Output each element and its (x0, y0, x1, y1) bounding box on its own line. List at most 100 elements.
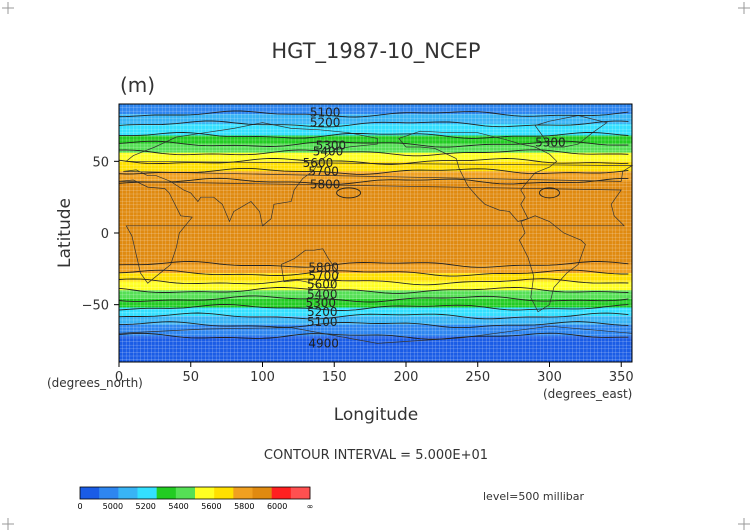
value-band (119, 264, 632, 274)
contour-label: 5200 (307, 305, 338, 319)
contour-line (118, 149, 629, 157)
x-tick-label: 150 (322, 370, 347, 385)
contour-line (118, 110, 629, 118)
colorbar-swatch (195, 487, 215, 499)
colorbar-swatch (233, 487, 253, 499)
colorbar: 0 5000 5200 5400 5600 5800 6000 ∞ (77, 486, 314, 511)
coastline (518, 215, 586, 313)
contour-line (118, 304, 629, 311)
contour-line (118, 287, 629, 294)
contour-label: 4900 (308, 336, 339, 350)
plot-area (118, 103, 632, 362)
contour-line (118, 332, 629, 340)
y-ticks: 50 0 −50 (82, 155, 119, 314)
coastline (118, 179, 625, 284)
contour-label: 5600 (307, 278, 338, 292)
value-band (119, 273, 632, 282)
contour-labels: 5100520053005400560057005800530058005700… (303, 106, 566, 351)
colorbar-swatch (252, 487, 272, 499)
colorbar-label: 5000 (103, 502, 123, 511)
contour-line (118, 261, 629, 268)
value-band (119, 298, 632, 308)
coastline (123, 122, 634, 227)
x-unit-note: (degrees_east) (543, 387, 632, 401)
colorbar-label: 5800 (234, 502, 254, 511)
x-tick-label: 300 (537, 370, 562, 385)
contour-label: 5700 (308, 269, 339, 283)
x-tick-label: 0 (115, 370, 123, 385)
colorbar-swatch (214, 487, 234, 499)
value-band (119, 124, 632, 136)
x-tick-label: 50 (182, 370, 199, 385)
value-band (119, 135, 632, 145)
contour-label: 5200 (310, 116, 341, 130)
coastline (280, 248, 339, 288)
coastline (398, 130, 558, 222)
colorbar-label: 5400 (168, 502, 188, 511)
colorbar-label: 6000 (267, 502, 287, 511)
value-band (119, 316, 632, 325)
value-band (119, 104, 632, 115)
colorbar-swatch (118, 487, 138, 499)
contour-label: 5300 (316, 139, 347, 153)
contour-lines (118, 110, 629, 340)
colorbar-frame (79, 486, 311, 500)
contour-label: 5100 (307, 315, 338, 329)
colorbar-swatch (175, 487, 196, 499)
contour-label: 5100 (310, 106, 341, 120)
contour-label: 5300 (306, 296, 337, 310)
y-unit-note: (degrees_north) (47, 376, 143, 390)
contour-line (118, 157, 629, 165)
contour-line (118, 120, 629, 128)
contour-label: 5400 (313, 144, 344, 158)
contour-line (118, 269, 629, 277)
colorbar-swatch (156, 487, 177, 499)
contour-interval: CONTOUR INTERVAL = 5.000E+01 (264, 448, 488, 463)
colorbar-label: 5600 (201, 502, 221, 511)
value-band (119, 114, 632, 125)
x-ticks: 0 50 100 150 200 250 300 350 (115, 362, 634, 385)
contour-line (118, 321, 629, 329)
value-band (119, 307, 632, 317)
contour-label: 5600 (303, 156, 334, 170)
y-axis-title: Latitude (55, 198, 75, 268)
coastline (534, 115, 608, 148)
colorbar-swatch (80, 487, 100, 499)
colorbar-swatch (271, 487, 292, 499)
contour-label: 5800 (310, 177, 341, 191)
x-tick-label: 100 (250, 370, 275, 385)
colorbar-label: 5200 (136, 502, 156, 511)
colorbar-swatch (99, 487, 119, 499)
contour-line (118, 278, 629, 286)
contour-line (118, 177, 629, 185)
colorbar-swatch (290, 487, 311, 499)
y-tick-label: −50 (82, 299, 109, 314)
contour-label: 5300 (535, 136, 566, 150)
value-band (119, 290, 632, 299)
colorbar-label: ∞ (307, 502, 314, 511)
coastlines (118, 115, 634, 344)
y-tick-label: 0 (101, 227, 109, 242)
value-band (119, 281, 632, 291)
contour-line (118, 312, 629, 320)
contour-label: 5800 (308, 260, 339, 274)
units-label: (m) (120, 73, 155, 97)
colorbar-label: 0 (77, 502, 82, 511)
contour-line (118, 167, 629, 175)
high-cell-contour (539, 187, 560, 199)
contour-line (118, 295, 629, 303)
high-cell-contour (336, 187, 362, 199)
value-band (119, 324, 632, 337)
chart-title: HGT_1987-10_NCEP (271, 39, 480, 64)
x-axis-title: Longitude (334, 405, 419, 425)
contour-line (119, 132, 629, 139)
value-band (119, 152, 632, 162)
value-band (119, 161, 632, 172)
contour-label: 5400 (307, 288, 338, 302)
x-tick-label: 350 (609, 370, 634, 385)
contour-line (118, 140, 629, 148)
contour-label: 5700 (308, 164, 339, 178)
value-band (119, 144, 632, 153)
